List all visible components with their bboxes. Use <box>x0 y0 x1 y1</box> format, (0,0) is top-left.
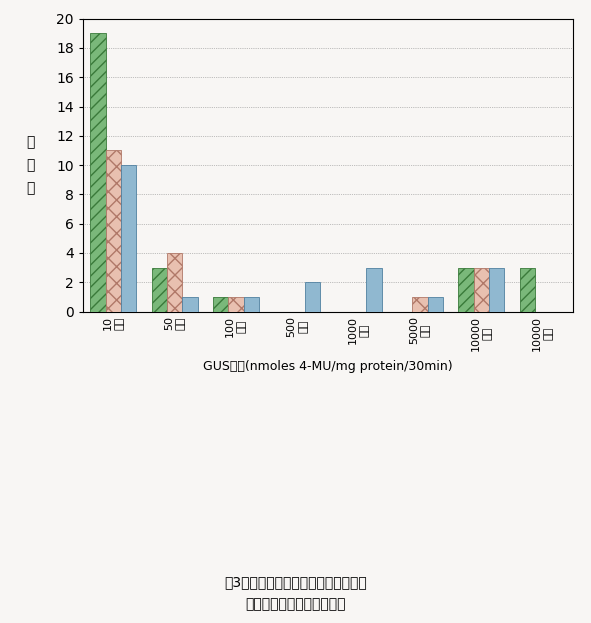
Bar <box>458 268 473 312</box>
Bar <box>428 297 443 312</box>
Bar <box>183 297 198 312</box>
X-axis label: GUS活性(nmoles 4-MU/mg protein/30min): GUS活性(nmoles 4-MU/mg protein/30min) <box>203 359 453 373</box>
Bar <box>106 151 121 312</box>
Bar <box>305 282 320 312</box>
Bar <box>489 268 504 312</box>
Bar <box>366 268 382 312</box>
Bar <box>167 253 183 312</box>
Bar <box>213 297 228 312</box>
Bar <box>243 297 259 312</box>
Bar <box>519 268 535 312</box>
Bar <box>228 297 243 312</box>
Bar <box>90 34 106 312</box>
Bar <box>152 268 167 312</box>
Bar <box>473 268 489 312</box>
Text: ＧＵＳ活性レベルの個体差: ＧＵＳ活性レベルの個体差 <box>245 597 346 611</box>
Bar <box>413 297 428 312</box>
Y-axis label: 個
体
数: 個 体 数 <box>27 135 35 195</box>
Bar <box>121 165 137 312</box>
Text: 図3　カランコエ形質転換体における: 図3 カランコエ形質転換体における <box>224 576 367 589</box>
